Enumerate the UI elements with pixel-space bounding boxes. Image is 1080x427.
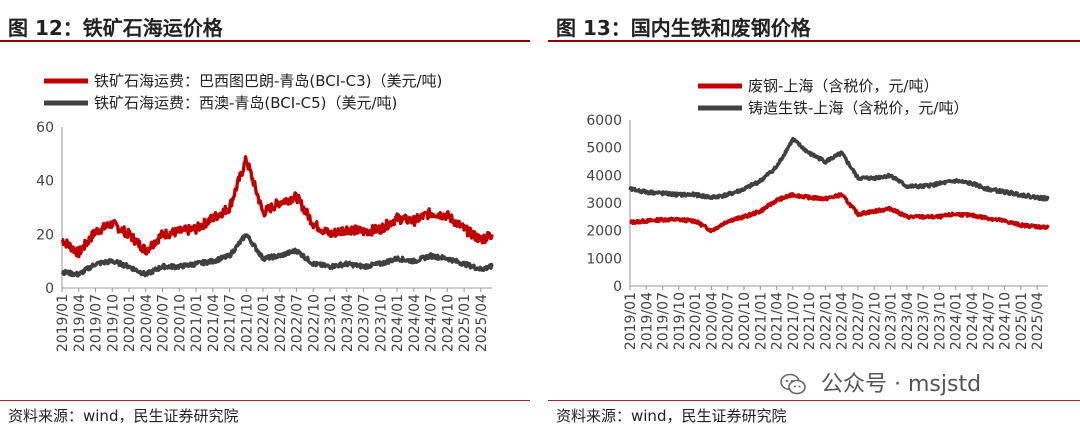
x-tick-label: 2023/10 [373, 294, 389, 352]
y-tick-label: 1000 [586, 251, 622, 267]
series-line-0 [61, 155, 494, 259]
y-tick-label: 6000 [586, 113, 622, 129]
x-tick-label: 2020/10 [737, 292, 753, 350]
x-tick-label: 2019/01 [623, 292, 639, 350]
series-line-0 [629, 192, 1050, 234]
chart-panel-pig-iron-scrap: 图 13：国内生铁和废钢价格 0 1000 2000 3000 4000 5000 6000… [548, 0, 1080, 427]
x-tick-label: 2020/04 [704, 292, 720, 350]
x-tick-label: 2024/07 [981, 292, 997, 350]
x-tick-label: 2022/01 [256, 294, 272, 352]
x-tick-label: 2019/10 [672, 292, 688, 350]
x-tick-label: 2019/10 [105, 294, 121, 352]
x-tick-label: 2022/01 [818, 292, 834, 350]
x-tick-label: 2022/07 [290, 294, 306, 352]
x-tick-label: 2019/04 [72, 294, 88, 352]
x-tick-label: 2019/07 [656, 292, 672, 350]
series-line-1 [628, 136, 1050, 202]
x-tick-label: 2021/07 [223, 294, 239, 352]
x-tick-label: 2025/04 [1030, 292, 1046, 350]
x-tick-label: 2021/07 [786, 292, 802, 350]
source-note: 资料来源：wind，民生证券研究院 [8, 407, 239, 425]
y-tick-label: 2000 [586, 224, 622, 240]
x-tick-label: 2024/10 [440, 294, 456, 352]
x-tick-label: 2024/07 [424, 294, 440, 352]
footer-divider [548, 400, 1080, 401]
x-tick-label: 2020/07 [721, 292, 737, 350]
x-tick-label: 2020/01 [688, 292, 704, 350]
x-tick-label: 2023/01 [323, 294, 339, 352]
y-tick-label: 4000 [586, 168, 622, 184]
x-tick-label: 2021/10 [239, 294, 255, 352]
x-tick-label: 2021/10 [802, 292, 818, 350]
x-tick-label: 2020/10 [172, 294, 188, 352]
x-tick-label: 2020/07 [156, 294, 172, 352]
x-tick-label: 2021/04 [206, 294, 222, 352]
x-tick-label: 2025/01 [457, 294, 473, 352]
watermark-text: 公众号 · msjstd [821, 372, 982, 397]
x-tick-label: 2024/04 [965, 292, 981, 350]
x-tick-label: 2023/01 [884, 292, 900, 350]
title-divider [0, 40, 530, 42]
x-tick-label: 2020/01 [122, 294, 138, 352]
x-tick-label: 2019/07 [89, 294, 105, 352]
x-tick-label: 2023/07 [916, 292, 932, 350]
y-tick-label: 5000 [586, 141, 622, 157]
legend-label: 铁矿石海运费：西澳-青岛(BCI-C5)（美元/吨) [94, 94, 397, 112]
title-divider [548, 40, 1080, 42]
legend-label: 铸造生铁-上海（含税价，元/吨） [748, 99, 968, 117]
x-tick-label: 2023/04 [900, 292, 916, 350]
x-tick-label: 2019/01 [55, 294, 71, 352]
watermark: 公众号 · msjstd [780, 366, 981, 398]
x-tick-label: 2022/04 [273, 294, 289, 352]
source-note: 资料来源：wind，民生证券研究院 [556, 407, 787, 425]
x-tick-label: 2022/10 [306, 294, 322, 352]
x-tick-label: 2020/04 [139, 294, 155, 352]
y-tick-label: 40 [36, 174, 54, 190]
x-tick-label: 2021/01 [189, 294, 205, 352]
x-tick-label: 2025/04 [474, 294, 490, 352]
legend-label: 废钢-上海（含税价，元/吨） [748, 77, 938, 95]
panel-title: 图 12：铁矿石海运价格 [8, 16, 223, 40]
x-tick-label: 2023/04 [340, 294, 356, 352]
wechat-icon [780, 373, 806, 395]
x-tick-label: 2024/01 [949, 292, 965, 350]
y-tick-label: 0 [45, 281, 54, 297]
panel-title: 图 13：国内生铁和废钢价格 [556, 16, 811, 40]
x-tick-label: 2025/01 [1014, 292, 1030, 350]
x-tick-label: 2024/04 [407, 294, 423, 352]
y-tick-label: 60 [36, 120, 54, 136]
legend-label: 铁矿石海运费：巴西图巴朗-青岛(BCI-C3)（美元/吨) [94, 72, 442, 90]
chart-panel-iron-ore-freight: 图 12：铁矿石海运价格 0 20 40 60 2019/01 2019/04 2019/0… [0, 0, 530, 427]
x-tick-label: 2022/10 [867, 292, 883, 350]
x-tick-label: 2023/10 [932, 292, 948, 350]
x-tick-label: 2019/04 [639, 292, 655, 350]
y-tick-label: 0 [613, 279, 622, 295]
x-tick-label: 2024/10 [998, 292, 1014, 350]
x-tick-label: 2021/01 [753, 292, 769, 350]
series-line-1 [60, 233, 494, 278]
x-tick-label: 2024/01 [390, 294, 406, 352]
x-tick-label: 2022/07 [851, 292, 867, 350]
x-tick-label: 2023/07 [357, 294, 373, 352]
x-tick-label: 2021/04 [770, 292, 786, 350]
footer-divider [0, 400, 530, 401]
y-tick-label: 20 [36, 227, 54, 243]
y-tick-label: 3000 [586, 196, 622, 212]
x-tick-label: 2022/04 [835, 292, 851, 350]
